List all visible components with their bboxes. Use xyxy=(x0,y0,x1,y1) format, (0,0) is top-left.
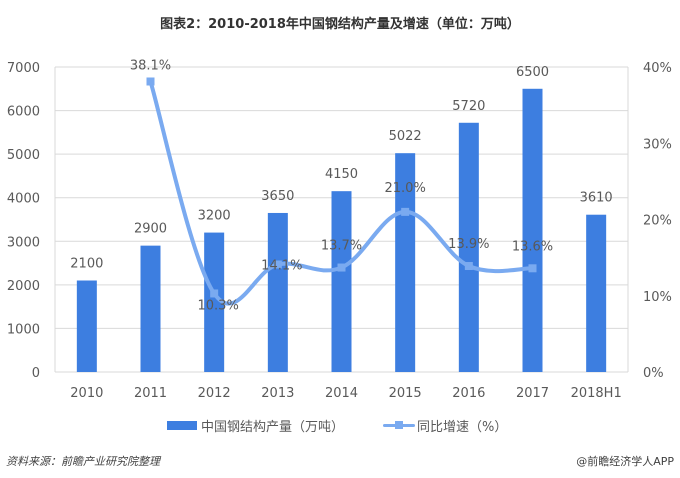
legend-label-production: 中国钢结构产量（万吨） xyxy=(201,420,345,435)
right-axis-ticks: 0% 10% 20% 30% 40% xyxy=(643,61,672,381)
growth-line xyxy=(148,79,535,306)
line-marker[interactable] xyxy=(210,289,219,298)
left-tick-label: 4000 xyxy=(7,192,40,207)
left-tick-label: 7000 xyxy=(7,61,40,76)
left-tick-label: 6000 xyxy=(7,105,40,120)
bar-value-label: 6500 xyxy=(516,65,549,80)
left-axis-ticks: 0 1000 2000 3000 4000 5000 6000 7000 xyxy=(7,61,40,381)
x-tick-label: 2014 xyxy=(325,386,358,401)
bar[interactable] xyxy=(331,191,352,372)
legend-label-growth: 同比增速（%） xyxy=(417,420,508,435)
source-note: 资料来源：前瞻产业研究院整理 xyxy=(6,455,160,468)
bar-data-labels: 2100 2900 3200 3650 4150 5022 5720 6500 3610 xyxy=(70,65,612,272)
bar-value-label: 3650 xyxy=(261,189,294,204)
growth-value-label: 14.1% xyxy=(261,258,302,273)
growth-value-label: 38.1% xyxy=(130,58,171,73)
line-marker[interactable] xyxy=(337,263,346,272)
line-marker[interactable] xyxy=(464,262,473,271)
line-marker-swatch-icon xyxy=(383,421,415,430)
bar[interactable] xyxy=(76,280,97,373)
x-tick-label: 2011 xyxy=(134,386,167,401)
bar-value-label: 5022 xyxy=(389,129,422,144)
bar[interactable] xyxy=(586,214,607,372)
x-tick-label: 2017 xyxy=(516,386,549,401)
line-series xyxy=(146,77,537,306)
growth-value-label: 13.7% xyxy=(321,239,362,254)
x-tick-label: 2016 xyxy=(452,386,485,401)
line-marker[interactable] xyxy=(146,77,155,86)
legend: 中国钢结构产量（万吨） 同比增速（%） xyxy=(0,416,680,436)
right-tick-label: 40% xyxy=(643,61,672,76)
line-marker[interactable] xyxy=(401,207,410,216)
x-axis-ticks: 2010 2011 2012 2013 2014 2015 2016 2017 2018H1 xyxy=(70,386,621,401)
bar-series xyxy=(76,88,607,373)
bar-value-label: 2900 xyxy=(134,222,167,237)
legend-item-production[interactable]: 中国钢结构产量（万吨） xyxy=(167,416,344,435)
left-tick-label: 1000 xyxy=(7,322,40,337)
line-marker[interactable] xyxy=(528,264,537,273)
credit-note: @前瞻经济学人APP xyxy=(576,455,674,468)
x-tick-label: 2018H1 xyxy=(571,386,622,401)
bar-value-label: 5720 xyxy=(452,99,485,114)
bar[interactable] xyxy=(395,153,416,372)
bar-value-label: 2100 xyxy=(70,257,103,272)
growth-value-label: 13.6% xyxy=(512,239,553,254)
right-tick-label: 20% xyxy=(643,214,672,229)
left-tick-label: 2000 xyxy=(7,279,40,294)
line-marker[interactable] xyxy=(273,260,282,269)
x-tick-label: 2010 xyxy=(70,386,103,401)
x-tick-label: 2013 xyxy=(261,386,294,401)
growth-value-label: 10.3% xyxy=(198,298,239,313)
right-tick-label: 10% xyxy=(643,290,672,305)
chart-title: 图表2：2010-2018年中国钢结构产量及增速（单位：万吨） xyxy=(160,17,520,32)
right-tick-label: 0% xyxy=(643,366,664,381)
growth-value-label: 13.9% xyxy=(448,237,489,252)
right-tick-label: 30% xyxy=(643,137,672,152)
bar-value-label: 3200 xyxy=(198,209,231,224)
left-tick-label: 0 xyxy=(32,366,40,381)
x-tick-label: 2015 xyxy=(389,386,422,401)
legend-item-growth[interactable]: 同比增速（%） xyxy=(383,416,507,435)
bar[interactable] xyxy=(522,88,543,373)
left-tick-label: 3000 xyxy=(7,235,40,250)
bar-value-label: 3610 xyxy=(580,191,613,206)
bar[interactable] xyxy=(140,245,161,372)
growth-value-label: 21.0% xyxy=(385,181,426,196)
x-tick-label: 2012 xyxy=(198,386,231,401)
bar[interactable] xyxy=(267,212,288,372)
left-tick-label: 5000 xyxy=(7,148,40,163)
bar[interactable] xyxy=(458,122,479,373)
bar-value-label: 4150 xyxy=(325,167,358,182)
bar-swatch-icon xyxy=(167,421,197,430)
bar[interactable] xyxy=(204,232,225,372)
line-data-labels: 38.1% 10.3% 14.1% 13.7% 21.0% 13.9% 13.6% xyxy=(130,58,553,313)
